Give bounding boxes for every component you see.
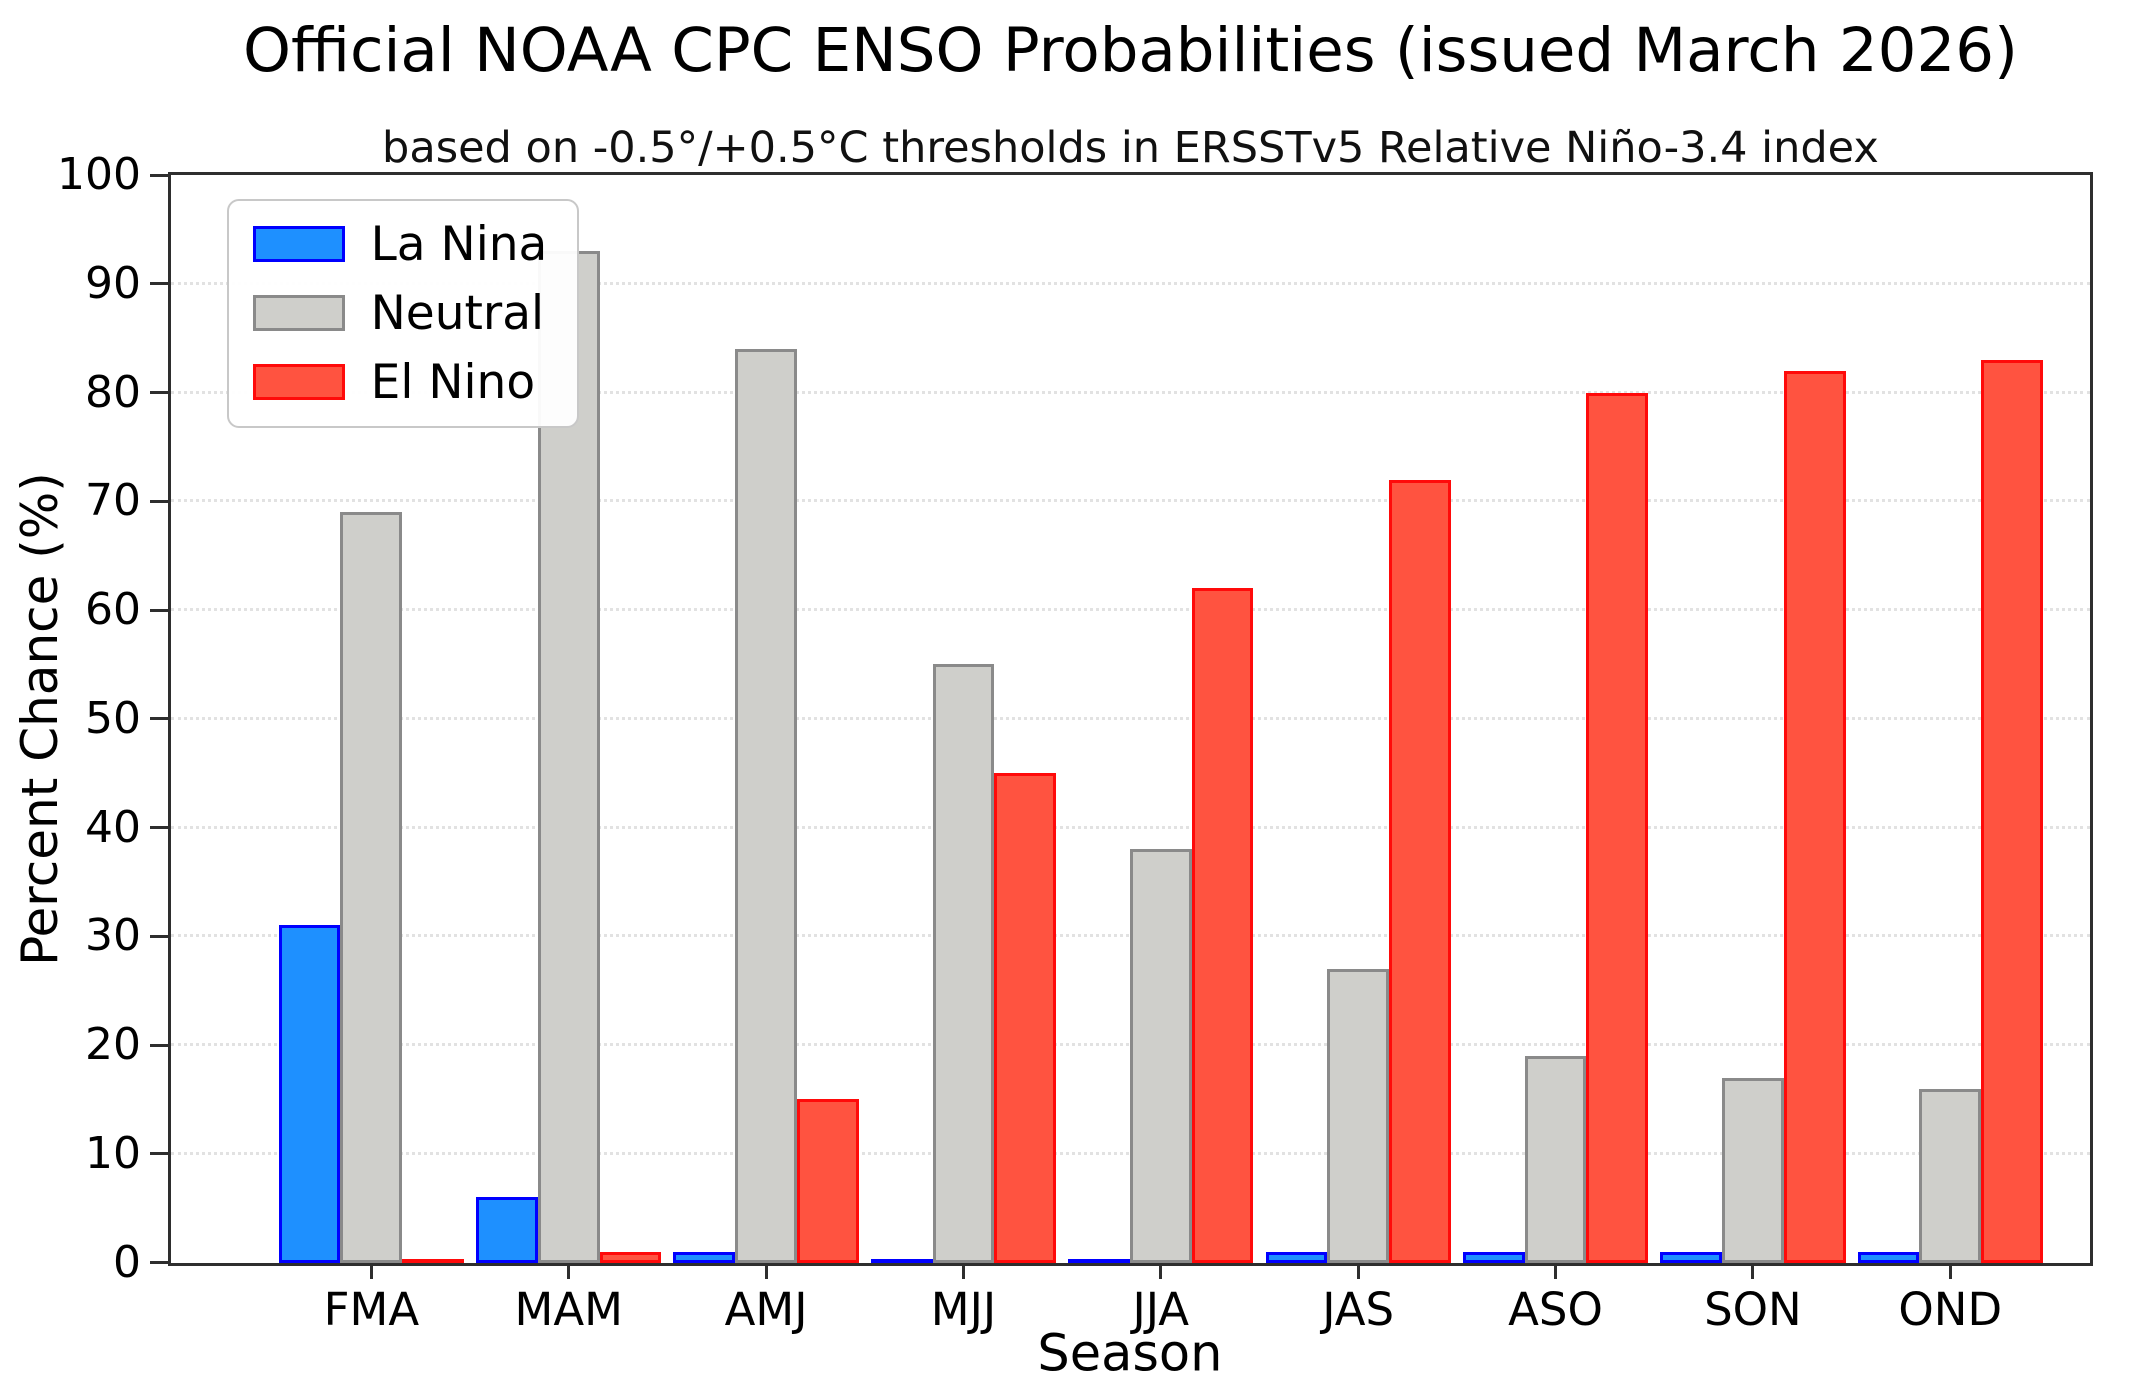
x-tick-MAM [567, 1262, 571, 1279]
bar-la-nina-MJJ [870, 1258, 933, 1263]
y-tick-20 [149, 1043, 168, 1047]
bar-el-nino-AMJ [796, 1099, 859, 1263]
y-tick-label-90: 90 [84, 257, 141, 309]
bar-la-nina-ASO [1462, 1251, 1525, 1263]
bar-group-OND [1852, 175, 2049, 1263]
bar-el-nino-ASO [1586, 392, 1649, 1263]
bar-neutral-SON [1722, 1077, 1784, 1263]
x-tick-label-JJA: JJA [1132, 1282, 1190, 1336]
legend-label-neutral: Neutral [370, 285, 545, 341]
bar-neutral-AMJ [735, 349, 797, 1263]
y-tick-label-20: 20 [84, 1019, 141, 1071]
bar-el-nino-MAM [599, 1251, 662, 1263]
bar-el-nino-SON [1783, 370, 1846, 1263]
bar-group-JAS [1259, 175, 1456, 1263]
legend-item-el-nino: El Nino [252, 354, 548, 410]
y-tick-60 [149, 608, 168, 612]
bar-group-AMJ [667, 175, 864, 1263]
bar-la-nina-FMA [278, 925, 341, 1263]
bar-la-nina-JAS [1265, 1251, 1328, 1263]
bar-group-MJJ [865, 175, 1062, 1263]
bar-la-nina-AMJ [673, 1251, 736, 1263]
x-tick-SON [1751, 1262, 1755, 1279]
y-tick-label-30: 30 [84, 910, 141, 962]
x-tick-OND [1948, 1262, 1952, 1279]
bar-neutral-JJA [1129, 849, 1192, 1263]
x-tick-label-FMA: FMA [323, 1282, 420, 1336]
legend-swatch-el-nino [252, 364, 345, 401]
x-tick-label-AMJ: AMJ [724, 1282, 808, 1336]
legend-swatch-neutral [252, 295, 345, 332]
bar-neutral-OND [1919, 1088, 1982, 1263]
x-tick-label-SON: SON [1704, 1282, 1802, 1336]
bar-la-nina-OND [1857, 1251, 1920, 1263]
y-tick-label-100: 100 [57, 149, 141, 201]
legend-label-la-nina: La Nina [370, 216, 548, 272]
gridline-40 [170, 825, 2090, 829]
y-tick-10 [149, 1152, 168, 1156]
bar-la-nina-MAM [476, 1197, 538, 1263]
y-tick-50 [149, 717, 168, 721]
x-tick-label-OND: OND [1898, 1282, 2003, 1336]
gridline-70 [170, 499, 2090, 503]
bar-group-JJA [1062, 175, 1259, 1263]
y-tick-label-40: 40 [84, 801, 141, 853]
x-tick-FMA [369, 1262, 373, 1279]
x-tick-ASO [1554, 1262, 1558, 1279]
bar-neutral-JAS [1327, 968, 1390, 1263]
gridline-50 [170, 716, 2090, 720]
y-tick-label-80: 80 [84, 366, 141, 418]
y-tick-label-60: 60 [84, 584, 141, 636]
x-tick-label-MJJ: MJJ [930, 1282, 997, 1336]
y-tick-100 [149, 173, 168, 177]
bar-el-nino-OND [1981, 359, 2043, 1263]
x-axis-label: Season [1037, 1324, 1223, 1384]
bar-group-SON [1654, 175, 1851, 1263]
x-tick-JJA [1159, 1262, 1163, 1279]
legend-swatch-la-nina [252, 226, 345, 263]
bar-group-FMA [273, 175, 470, 1263]
legend-label-el-nino: El Nino [370, 354, 536, 410]
x-tick-label-ASO: ASO [1508, 1282, 1603, 1336]
bar-el-nino-JAS [1389, 479, 1451, 1263]
y-tick-0 [149, 1261, 168, 1265]
bar-group-ASO [1457, 175, 1654, 1263]
x-tick-JAS [1356, 1262, 1360, 1279]
bar-la-nina-SON [1660, 1251, 1722, 1263]
chart-subtitle: based on -0.5°/+0.5°C thresholds in ERSS… [382, 123, 1879, 173]
gridline-60 [170, 608, 2090, 612]
y-tick-30 [149, 934, 168, 938]
gridline-90 [170, 281, 2090, 285]
y-tick-70 [149, 499, 168, 503]
y-axis-label: Percent Chance (%) [11, 471, 69, 966]
y-tick-label-50: 50 [84, 692, 141, 744]
y-tick-label-0: 0 [112, 1236, 141, 1288]
y-tick-label-70: 70 [84, 475, 141, 527]
bar-neutral-FMA [340, 512, 403, 1263]
y-tick-40 [149, 826, 168, 830]
bar-el-nino-JJA [1191, 588, 1254, 1263]
y-tick-80 [149, 391, 168, 395]
y-tick-90 [149, 282, 168, 286]
legend: La Nina Neutral El Nino [226, 198, 580, 428]
bar-la-nina-JJA [1068, 1258, 1130, 1263]
x-tick-label-JAS: JAS [1322, 1282, 1395, 1336]
x-tick-label-MAM: MAM [514, 1282, 623, 1336]
y-tick-label-10: 10 [84, 1127, 141, 1179]
x-tick-AMJ [764, 1262, 768, 1279]
legend-item-neutral: Neutral [252, 285, 548, 341]
gridline-80 [170, 390, 2090, 394]
bar-neutral-MJJ [932, 664, 995, 1263]
bar-el-nino-MJJ [994, 773, 1057, 1263]
plot-area: La Nina Neutral El Nino 0 10 20 30 40 50 60 70 80 9… [57, 153, 2093, 1332]
bar-neutral-ASO [1524, 1055, 1587, 1263]
bar-el-nino-FMA [402, 1258, 464, 1263]
chart-title: Official NOAA CPC ENSO Probabilities (is… [242, 15, 2018, 86]
legend-item-la-nina: La Nina [252, 216, 548, 272]
x-tick-MJJ [961, 1262, 965, 1279]
